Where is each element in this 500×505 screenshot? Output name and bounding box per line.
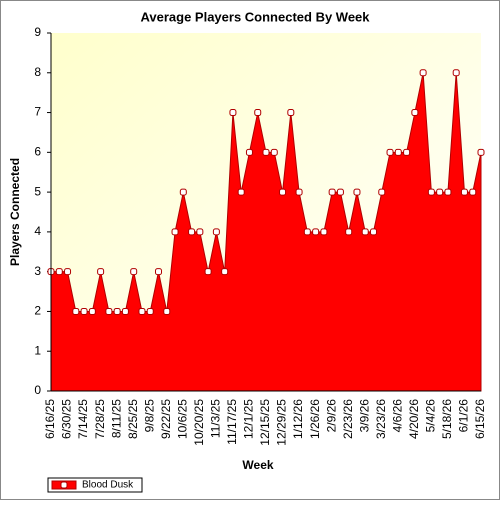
point-marker — [295, 188, 303, 196]
point-marker — [361, 228, 369, 236]
point-marker — [179, 188, 187, 196]
point-marker — [312, 228, 320, 236]
point-marker — [378, 188, 386, 196]
x-tick-label: 3/9/26 — [357, 399, 371, 433]
point-marker — [452, 69, 460, 77]
point-marker — [97, 268, 105, 276]
x-tick-label: 3/23/26 — [374, 399, 388, 439]
point-marker — [394, 148, 402, 156]
chart-title: Average Players Connected By Week — [140, 9, 370, 24]
y-tick-label: 0 — [34, 383, 41, 397]
legend-label: Blood Dusk — [82, 480, 134, 491]
point-marker — [105, 307, 113, 315]
point-marker — [64, 268, 72, 276]
x-tick-label: 8/25/25 — [126, 399, 140, 439]
point-marker — [221, 268, 229, 276]
point-marker — [287, 109, 295, 117]
point-marker — [345, 228, 353, 236]
x-tick-label: 2/9/26 — [324, 399, 338, 433]
y-tick-label: 4 — [34, 224, 41, 238]
x-tick-label: 2/23/26 — [341, 399, 355, 439]
x-tick-label: 10/6/25 — [175, 399, 189, 439]
point-marker — [188, 228, 196, 236]
x-tick-label: 5/4/26 — [424, 399, 438, 433]
x-tick-label: 4/20/26 — [407, 399, 421, 439]
point-marker — [444, 188, 452, 196]
x-tick-label: 12/1/25 — [242, 399, 256, 439]
x-tick-label: 7/14/25 — [76, 399, 90, 439]
point-marker — [146, 307, 154, 315]
x-tick-label: 1/12/26 — [291, 399, 305, 439]
point-marker — [403, 148, 411, 156]
point-marker — [262, 148, 270, 156]
point-marker — [469, 188, 477, 196]
x-tick-label: 12/29/25 — [275, 399, 289, 446]
x-tick-label: 9/22/25 — [159, 399, 173, 439]
point-marker — [279, 188, 287, 196]
x-tick-label: 8/11/25 — [109, 399, 123, 438]
point-marker — [370, 228, 377, 236]
point-marker — [270, 148, 278, 156]
y-tick-label: 5 — [34, 184, 41, 198]
y-tick-label: 6 — [34, 145, 41, 159]
point-marker — [336, 188, 344, 196]
point-marker — [130, 268, 138, 276]
x-tick-label: 11/17/25 — [225, 399, 239, 445]
point-marker — [121, 307, 129, 315]
point-marker — [88, 307, 96, 315]
point-marker — [80, 307, 88, 315]
x-tick-label: 6/15/26 — [473, 399, 487, 439]
x-tick-label: 6/16/25 — [43, 399, 57, 439]
point-marker — [163, 307, 171, 315]
point-marker — [386, 148, 394, 156]
point-marker — [113, 307, 121, 315]
x-axis-title: Week — [242, 458, 273, 472]
point-marker — [320, 228, 328, 236]
point-marker — [328, 188, 336, 196]
point-marker — [237, 188, 245, 196]
point-marker — [460, 188, 468, 196]
point-marker — [436, 188, 444, 196]
x-tick-label: 6/1/26 — [457, 399, 471, 433]
y-tick-label: 8 — [34, 65, 41, 79]
x-tick-label: 7/28/25 — [93, 399, 107, 439]
y-tick-label: 9 — [34, 25, 41, 39]
point-marker — [229, 109, 237, 117]
y-tick-label: 2 — [34, 304, 41, 318]
point-marker — [245, 148, 253, 156]
point-marker — [138, 307, 146, 315]
x-tick-label: 10/20/25 — [192, 399, 206, 446]
x-tick-label: 9/8/25 — [142, 399, 156, 433]
point-marker — [353, 188, 361, 196]
point-marker — [427, 188, 435, 196]
x-tick-label: 4/6/26 — [390, 399, 404, 433]
y-tick-label: 7 — [34, 105, 41, 119]
legend-marker — [60, 481, 68, 489]
y-tick-label: 1 — [34, 343, 41, 357]
point-marker — [419, 69, 427, 77]
point-marker — [171, 228, 179, 236]
point-marker — [204, 268, 212, 276]
y-tick-label: 3 — [34, 264, 41, 278]
point-marker — [411, 109, 419, 117]
point-marker — [254, 109, 262, 117]
point-marker — [72, 307, 80, 315]
point-marker — [212, 228, 220, 236]
x-tick-label: 11/3/25 — [209, 399, 223, 438]
x-tick-label: 5/18/26 — [440, 399, 454, 439]
point-marker — [477, 148, 485, 156]
x-tick-label: 6/30/25 — [60, 399, 74, 439]
point-marker — [303, 228, 311, 236]
x-tick-label: 12/15/25 — [258, 399, 272, 446]
x-tick-label: 1/26/26 — [308, 399, 322, 439]
point-marker — [55, 268, 63, 276]
point-marker — [155, 268, 162, 276]
point-marker — [196, 228, 204, 236]
y-axis-title: Players Connected — [8, 158, 22, 266]
